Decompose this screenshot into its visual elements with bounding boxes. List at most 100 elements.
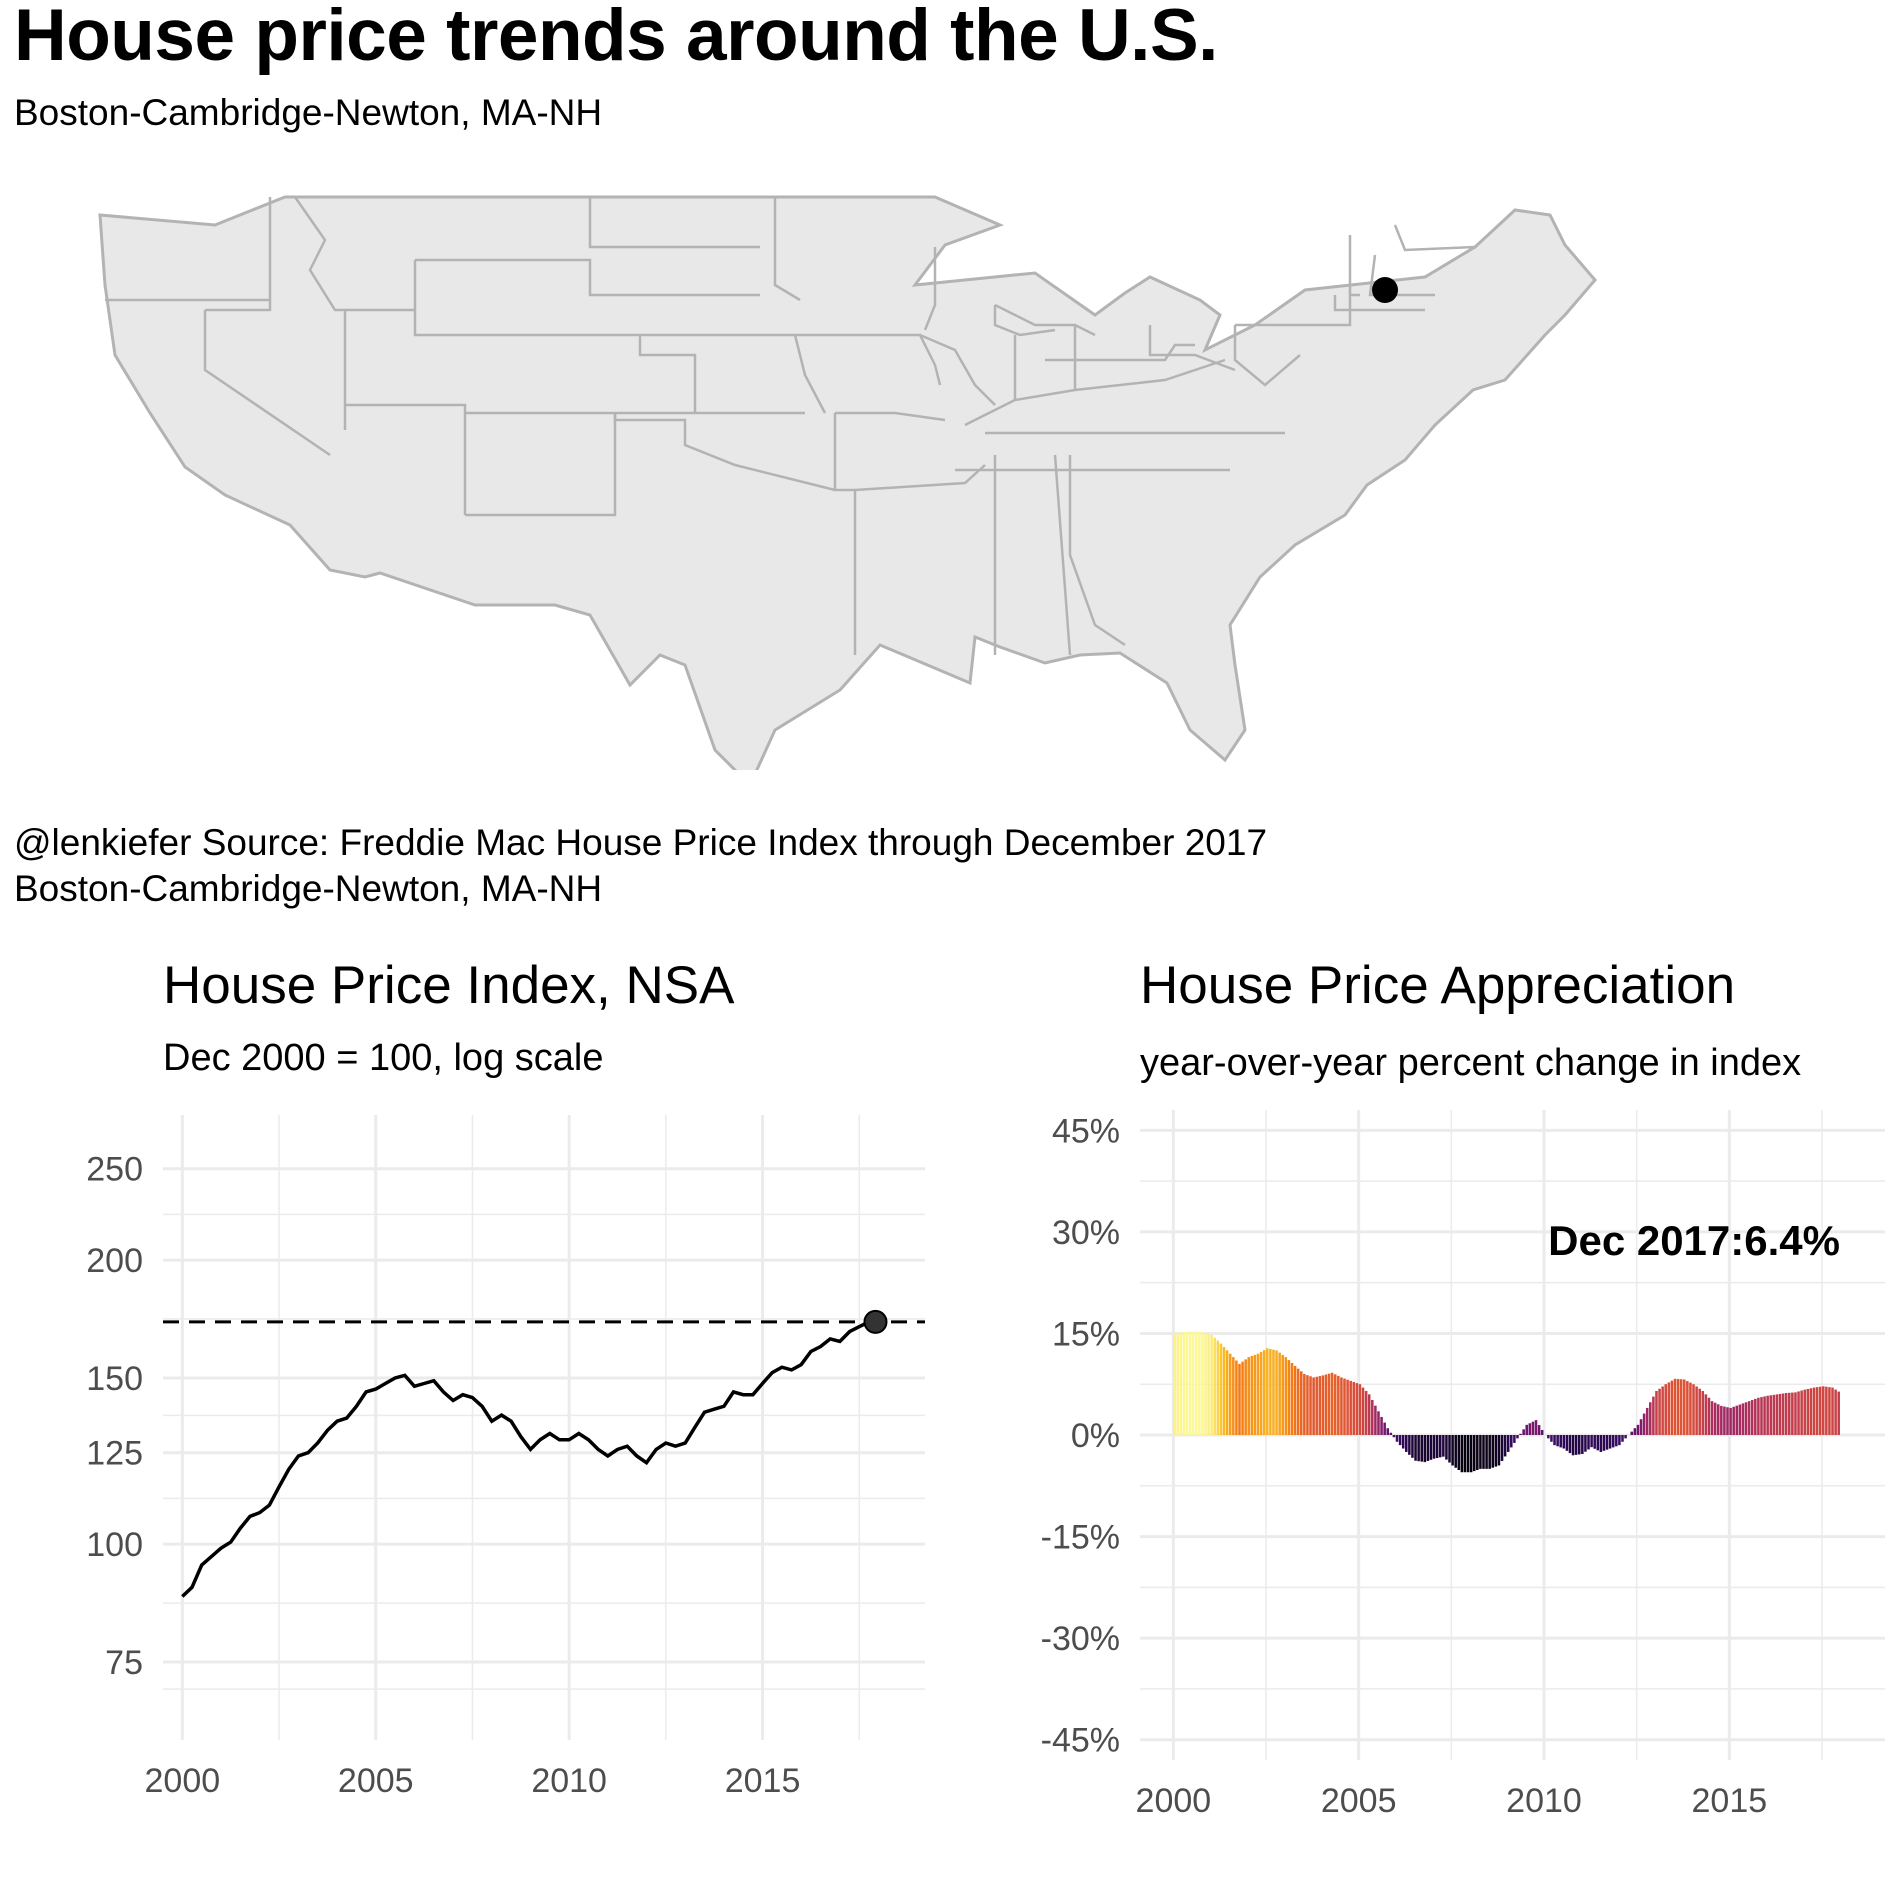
hpa-bar <box>1571 1435 1575 1456</box>
hpa-bar <box>1367 1394 1371 1435</box>
hpa-y-tick-label: -45% <box>1041 1722 1120 1760</box>
hpa-bar <box>1611 1435 1615 1448</box>
hpa-bar <box>1278 1352 1281 1435</box>
hpa-bar <box>1250 1356 1254 1435</box>
main-subtitle: Boston-Cambridge-Newton, MA-NH <box>14 92 603 133</box>
hpa-bar <box>1377 1411 1380 1435</box>
hpi-title: House Price Index, NSA <box>163 956 735 1015</box>
hpa-bar <box>1448 1435 1451 1463</box>
hpa-bar <box>1371 1400 1374 1435</box>
hpa-bar <box>1435 1435 1439 1459</box>
hpa-bar <box>1355 1383 1359 1435</box>
hpa-bar <box>1176 1332 1179 1435</box>
hpa-bar <box>1707 1397 1711 1435</box>
hpa-bar <box>1389 1432 1393 1435</box>
hpa-bar <box>1392 1435 1396 1438</box>
hpa-bar <box>1778 1393 1782 1435</box>
hpa-bar <box>1741 1403 1745 1435</box>
hpa-bar <box>1352 1381 1356 1435</box>
hpa-bar <box>1241 1361 1244 1435</box>
hpa-bar <box>1383 1422 1386 1435</box>
hpa-bar <box>1210 1334 1213 1435</box>
hpa-bar <box>1414 1435 1417 1461</box>
hpa-bar <box>1750 1400 1754 1435</box>
hpa-bar <box>1528 1423 1532 1435</box>
hpa-bar <box>1547 1435 1550 1439</box>
hpa-bar <box>1219 1343 1223 1435</box>
hpa-bar <box>1701 1390 1705 1435</box>
hpa-bar <box>1423 1435 1427 1463</box>
hpi-y-tick-label: 100 <box>86 1526 143 1564</box>
hpa-bar <box>1463 1435 1467 1473</box>
hpa-bar <box>1775 1394 1779 1435</box>
hpa-bar <box>1769 1395 1773 1435</box>
hpa-bar <box>1682 1379 1686 1435</box>
hpa-bar <box>1303 1374 1306 1435</box>
hpa-bar <box>1639 1419 1643 1435</box>
hpa-bar <box>1386 1428 1390 1435</box>
hpa-bar <box>1244 1359 1247 1435</box>
hpa-bar <box>1411 1435 1414 1458</box>
hpa-bar <box>1216 1340 1220 1435</box>
hpi-y-ticks: 75 100 125 150 200 250 <box>86 1151 143 1682</box>
hpi-y-tick-label: 200 <box>86 1242 143 1280</box>
hpa-bar <box>1608 1435 1612 1449</box>
location-caption: Boston-Cambridge-Newton, MA-NH <box>14 868 603 909</box>
hpa-bar <box>1194 1331 1198 1435</box>
hpa-bar <box>1642 1413 1646 1435</box>
hpa-bar <box>1732 1406 1735 1435</box>
hpa-bar <box>1670 1380 1674 1435</box>
hpa-bar <box>1834 1389 1837 1435</box>
hpa-bar <box>1636 1424 1640 1435</box>
hpa-bar <box>1766 1395 1769 1435</box>
hpa-bar <box>1513 1435 1516 1443</box>
hpa-bar <box>1500 1435 1504 1461</box>
hpa-bar <box>1596 1435 1600 1451</box>
hpa-bar <box>1472 1435 1476 1472</box>
hpa-bar <box>1754 1398 1757 1435</box>
hpa-bar <box>1713 1402 1717 1435</box>
hpi-y-tick-label: 250 <box>86 1151 143 1189</box>
hpi-x-ticks: 2000 2005 2010 2015 <box>145 1762 801 1800</box>
hpa-bar <box>1720 1405 1723 1435</box>
hpa-bar <box>1747 1401 1751 1435</box>
hpa-bar <box>1729 1407 1732 1435</box>
hpa-bar <box>1491 1435 1495 1468</box>
hpa-bar <box>1686 1381 1689 1435</box>
hpa-bar <box>1290 1363 1294 1435</box>
hpa-bar <box>1649 1402 1652 1435</box>
hpa-bar <box>1510 1435 1513 1448</box>
hpa-bar <box>1497 1435 1501 1466</box>
hpa-bar <box>1559 1435 1562 1448</box>
hpi-x-tick-label: 2000 <box>145 1762 221 1800</box>
hpa-bar <box>1337 1375 1340 1435</box>
hpa-bar <box>1534 1420 1538 1435</box>
hpa-bar <box>1315 1376 1318 1435</box>
hpa-bar <box>1788 1392 1791 1435</box>
hpa-bar <box>1784 1393 1788 1435</box>
hpa-bar <box>1482 1435 1485 1469</box>
hpa-bar <box>1408 1435 1411 1455</box>
hpa-bar <box>1525 1424 1529 1435</box>
hpa-bar <box>1238 1363 1241 1435</box>
hpa-bar <box>1204 1332 1207 1435</box>
hpa-bar <box>1432 1435 1436 1459</box>
hpa-bar <box>1485 1435 1488 1469</box>
hpa-bar <box>1664 1384 1667 1435</box>
hpa-bar <box>1692 1384 1695 1435</box>
hpa-x-tick-label: 2015 <box>1692 1782 1768 1820</box>
hpa-bar <box>1574 1435 1578 1455</box>
hpa-bar <box>1228 1353 1232 1435</box>
hpa-bar <box>1704 1394 1708 1435</box>
hpa-bar <box>1676 1379 1680 1435</box>
hpa-bar <box>1488 1435 1491 1469</box>
hpa-bar <box>1213 1337 1217 1435</box>
hpa-bar <box>1293 1365 1297 1435</box>
hpa-panel: House Price Appreciation year-over-year … <box>1041 956 1885 1820</box>
hpa-bar <box>1262 1350 1266 1435</box>
hpa-bar <box>1318 1376 1322 1435</box>
hpa-bar <box>1380 1416 1383 1435</box>
hpa-bar <box>1330 1372 1334 1435</box>
hpa-bar <box>1605 1435 1609 1450</box>
hpa-y-tick-label: -15% <box>1041 1519 1120 1557</box>
